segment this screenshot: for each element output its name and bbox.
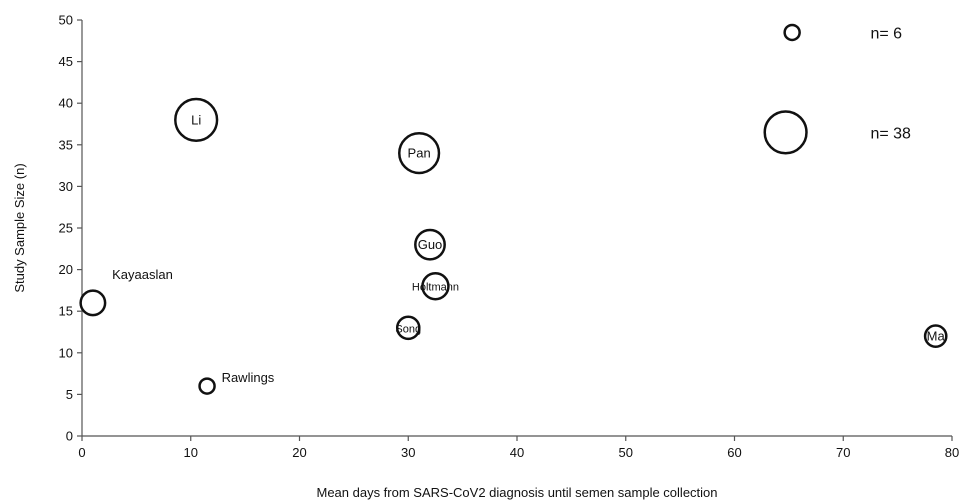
bubble-ma bbox=[923, 324, 948, 349]
bubble-label-li: Li bbox=[191, 112, 201, 127]
legend-label-n6: n= 6 bbox=[870, 25, 902, 42]
y-tick-label: 35 bbox=[59, 137, 73, 152]
y-tick-label: 25 bbox=[59, 221, 73, 236]
bubble-pan bbox=[398, 132, 441, 175]
bubble-song bbox=[395, 315, 421, 341]
bubbles: Li Pan Guo Holtmann Song Kayaaslan Rawlings Ma bbox=[79, 97, 948, 395]
y-tick-label: 50 bbox=[59, 13, 73, 28]
bubble-guo bbox=[414, 228, 446, 261]
size-legend: n= 6 n= 38 bbox=[763, 23, 911, 155]
x-tick-label: 60 bbox=[727, 445, 741, 460]
bubble-kayaaslan bbox=[79, 289, 107, 317]
bubble-label-ma: Ma bbox=[927, 329, 946, 344]
bubble-li bbox=[174, 97, 219, 142]
bubble-label-kayaaslan: Kayaaslan bbox=[112, 267, 173, 282]
legend-label-n38: n= 38 bbox=[870, 125, 911, 142]
y-tick-label: 40 bbox=[59, 96, 73, 111]
y-tick-label: 15 bbox=[59, 304, 73, 319]
bubble-label-holtmann: Holtmann bbox=[412, 282, 459, 294]
bubble-label-guo: Guo bbox=[418, 237, 443, 252]
bubble-label-rawlings: Rawlings bbox=[222, 370, 275, 385]
legend-bubble-n38 bbox=[763, 110, 808, 155]
bubble-label-song: Song bbox=[395, 323, 421, 335]
x-tick-label: 50 bbox=[619, 445, 633, 460]
y-tick-label: 5 bbox=[66, 387, 73, 402]
y-tick-label: 0 bbox=[66, 429, 73, 444]
y-tick-label: 30 bbox=[59, 179, 73, 194]
bubble-rawlings bbox=[198, 377, 216, 395]
y-axis-title: Study Sample Size (n) bbox=[12, 163, 27, 292]
x-tick-label: 10 bbox=[184, 445, 198, 460]
y-tick-label: 10 bbox=[59, 345, 73, 360]
y-tick-label: 45 bbox=[59, 54, 73, 69]
axes: 0 5 10 15 20 25 30 35 40 45 50 0 10 20 30 40 50 60 70 80 bbox=[59, 13, 960, 461]
x-axis-title: Mean days from SARS-CoV2 diagnosis until… bbox=[316, 485, 717, 500]
legend-bubble-n6 bbox=[783, 23, 801, 42]
y-tick-label: 20 bbox=[59, 262, 73, 277]
x-tick-label: 40 bbox=[510, 445, 524, 460]
x-tick-label: 30 bbox=[401, 445, 415, 460]
x-tick-label: 70 bbox=[836, 445, 850, 460]
bubble-holtmann bbox=[421, 271, 450, 301]
bubble-label-pan: Pan bbox=[408, 146, 431, 161]
x-tick-label: 0 bbox=[78, 445, 85, 460]
x-tick-label: 80 bbox=[945, 445, 959, 460]
x-tick-label: 20 bbox=[292, 445, 306, 460]
